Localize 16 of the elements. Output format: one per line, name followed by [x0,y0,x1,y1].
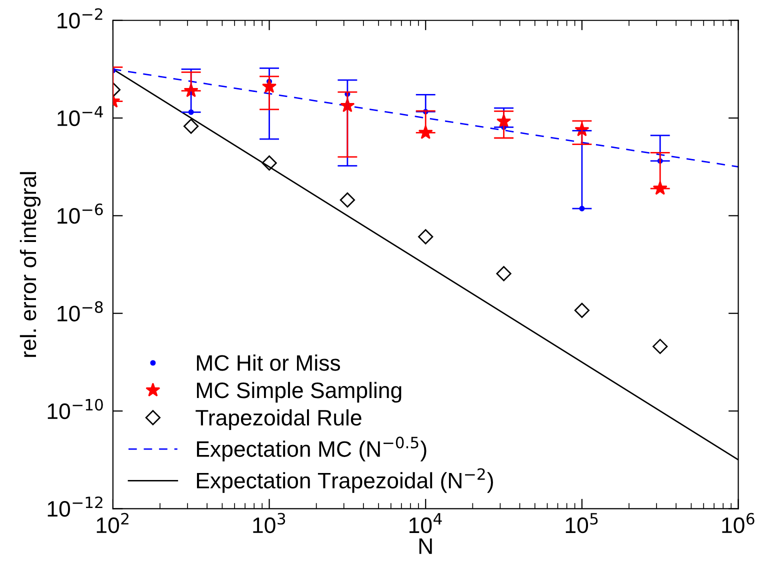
legend-label: Trapezoidal Rule [196,409,362,430]
x-tick-label: 10$^{4}$ [410,513,442,534]
x-tick-label: 10$^{5}$ [566,513,598,534]
legend-label: Expectation MC (N$^{−0.5}$) [196,436,426,462]
legend-label: Expectation Trapezoidal (N$^{−2}$) [196,468,493,493]
legend-label: MC Hit or Miss [196,354,340,371]
y-tick-label: 10$^{−4}$ [58,106,103,126]
legend-label: MC Simple Sampling [196,382,402,403]
x-tick-label: 10$^{6}$ [722,512,754,534]
y-tick-label: 10$^{−2}$ [58,8,102,28]
x-axis-title: N [419,538,432,554]
y-tick-label: 10$^{−6}$ [58,204,103,224]
x-tick-label: 10$^{3}$ [253,512,286,534]
y-axis-title: rel. error of integral [20,172,41,357]
y-tick-label: 10$^{−8}$ [58,301,103,322]
y-tick-label: 10$^{−10}$ [48,398,103,420]
